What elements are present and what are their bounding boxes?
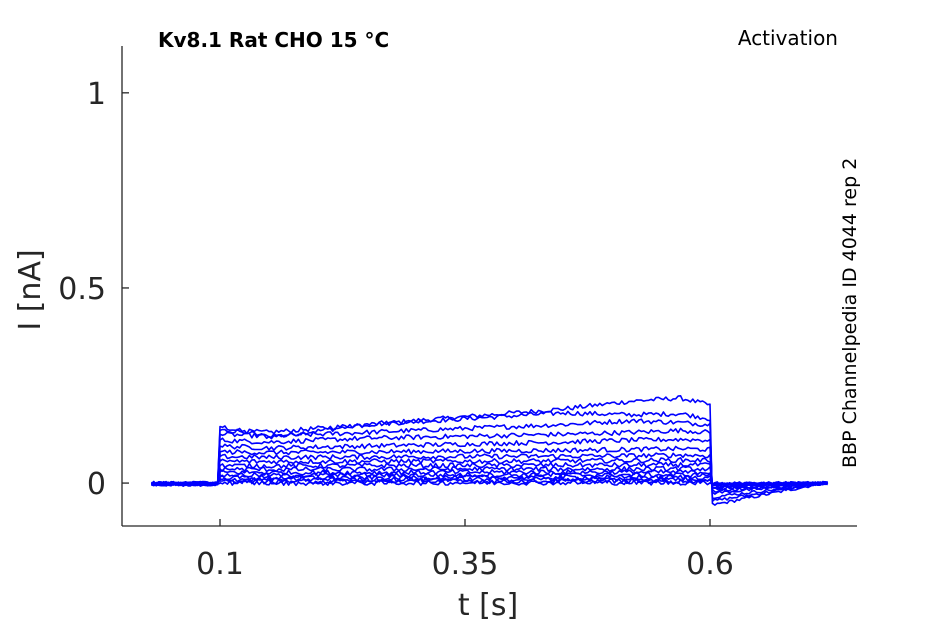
- y-tick-label: 1: [87, 77, 106, 112]
- current-trace: [151, 436, 828, 493]
- x-tick-label: 0.35: [432, 547, 499, 582]
- x-tick-label: 0.1: [196, 547, 244, 582]
- protocol-label: Activation: [738, 26, 838, 50]
- current-trace: [151, 468, 829, 487]
- y-tick-label: 0.5: [58, 272, 106, 307]
- traces: [150, 394, 829, 506]
- x-axis-label: t [s]: [458, 588, 518, 623]
- y-axis-label: I [nA]: [13, 249, 48, 330]
- current-trace: [151, 418, 828, 500]
- current-trace: [151, 410, 829, 503]
- current-trace: [150, 427, 828, 495]
- chart-title: Kv8.1 Rat CHO 15 °C: [158, 28, 389, 52]
- x-tick-label: 0.6: [686, 547, 734, 582]
- current-trace: [151, 456, 829, 490]
- source-note: BBP Channelpedia ID 4044 rep 2: [839, 158, 861, 468]
- current-trace: [150, 479, 829, 487]
- ticks: 0.1 0.35 0.6 0 0.5 1: [58, 77, 734, 582]
- y-tick-label: 0: [87, 467, 106, 502]
